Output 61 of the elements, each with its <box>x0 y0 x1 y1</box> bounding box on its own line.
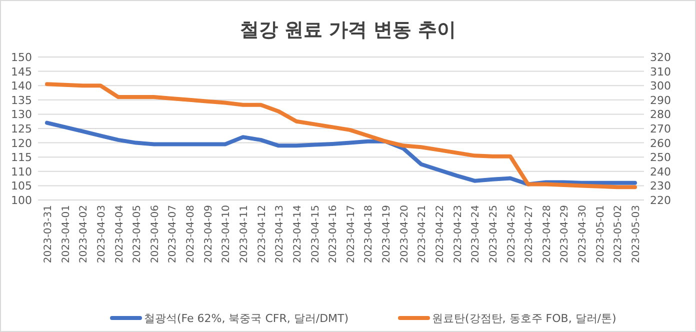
x-tick-label: 2023-04-18 <box>364 205 375 264</box>
y2-tick-label: 220 <box>650 194 671 207</box>
y2-tick-label: 280 <box>650 108 671 122</box>
y-tick-label: 145 <box>11 65 32 78</box>
x-tick-label: 2023-04-07 <box>168 205 179 264</box>
line-series <box>45 120 637 186</box>
x-tick-label: 2023-04-01 <box>60 205 72 264</box>
y-tick-label: 135 <box>11 94 32 107</box>
y-tick-label: 100 <box>11 194 32 207</box>
x-tick-label: 2023-04-26 <box>506 205 518 264</box>
y2-tick-label: 310 <box>650 65 671 78</box>
x-tick-label: 2023-04-06 <box>150 205 161 264</box>
x-tick-label: 2023-04-22 <box>435 205 446 264</box>
legend-label: 철광석(Fe 62%, 북중국 CFR, 달러/DMT) <box>144 312 349 325</box>
x-tick-label: 2023-04-27 <box>524 205 536 264</box>
x-tick-label: 2023-04-25 <box>488 205 500 264</box>
x-tick-label: 2023-05-02 <box>613 205 624 264</box>
x-tick-label: 2023-04-10 <box>221 205 232 264</box>
x-tick-label: 2023-04-15 <box>310 205 322 264</box>
x-tick-label: 2023-04-14 <box>292 205 304 264</box>
x-tick-label: 2023-04-09 <box>203 205 214 264</box>
chart-title: 철강 원료 가격 변동 추이 <box>240 19 456 41</box>
x-tick-label: 2023-05-01 <box>595 205 606 264</box>
y2-tick-label: 250 <box>650 151 671 164</box>
x-tick-label: 2023-04-05 <box>132 205 144 264</box>
y2-tick-label: 270 <box>650 122 671 136</box>
y-tick-label: 105 <box>11 180 32 193</box>
y-tick-label: 125 <box>11 122 32 136</box>
x-tick-label: 2023-04-02 <box>78 205 90 264</box>
x-tick-label: 2023-03-31 <box>43 205 54 264</box>
x-tick-label: 2023-04-20 <box>399 205 410 264</box>
x-tick-label: 2023-04-13 <box>274 205 286 264</box>
x-tick-label: 2023-04-11 <box>239 205 250 264</box>
y-tick-label: 110 <box>11 165 32 178</box>
x-tick-label: 2023-04-12 <box>256 205 268 264</box>
x-tick-label: 2023-05-03 <box>631 205 642 264</box>
x-tick-label: 2023-04-03 <box>96 205 108 264</box>
y2-tick-label: 320 <box>650 51 671 64</box>
x-tick-label: 2023-04-17 <box>346 205 357 264</box>
y-tick-label: 140 <box>11 80 32 93</box>
x-tick-label: 2023-04-19 <box>382 205 393 264</box>
x-tick-label: 2023-04-04 <box>114 205 126 264</box>
y-tick-label: 150 <box>11 51 32 64</box>
y-tick-label: 130 <box>11 108 32 122</box>
y-tick-label: 115 <box>11 151 32 164</box>
line-series <box>45 82 637 190</box>
y2-tick-label: 260 <box>650 136 671 150</box>
y2-tick-label: 290 <box>650 94 671 107</box>
x-tick-label: 2023-04-23 <box>452 205 464 264</box>
legend-label: 원료탄(강점탄, 동호주 FOB, 달러/톤) <box>432 312 616 325</box>
y2-tick-label: 240 <box>650 165 671 178</box>
x-tick-label: 2023-04-21 <box>417 205 428 264</box>
x-tick-label: 2023-04-24 <box>470 205 482 264</box>
y2-tick-label: 230 <box>650 180 671 193</box>
y2-tick-label: 300 <box>650 80 671 93</box>
x-tick-label: 2023-04-08 <box>186 205 197 264</box>
x-tick-label: 2023-04-30 <box>578 205 589 264</box>
x-tick-label: 2023-04-29 <box>560 205 571 264</box>
y-tick-label: 120 <box>11 136 32 150</box>
x-tick-label: 2023-04-16 <box>328 205 340 264</box>
x-tick-label: 2023-04-28 <box>542 205 553 264</box>
